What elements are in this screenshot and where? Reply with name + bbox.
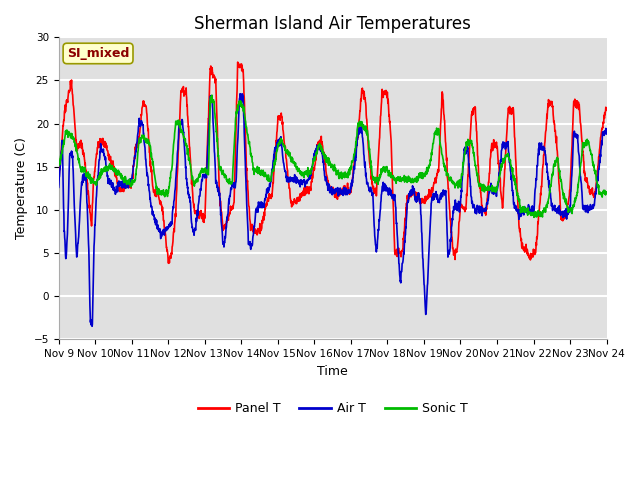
Panel T [164,261,172,266]
Sonic T [208,92,216,98]
Panel T [322,161,330,167]
Sonic T [55,163,63,168]
Sonic T [587,151,595,157]
Sonic T [603,189,611,195]
X-axis label: Time: Time [317,365,348,378]
Text: SI_mixed: SI_mixed [67,47,129,60]
Sonic T [530,215,538,220]
Panel T [588,191,595,196]
Air T [487,184,495,190]
Air T [588,205,595,211]
Air T [307,173,315,179]
Air T [603,131,611,137]
Air T [236,91,244,96]
Sonic T [588,151,595,156]
Line: Air T: Air T [59,94,607,326]
Panel T [307,180,315,186]
Sonic T [83,173,90,179]
Air T [83,190,90,196]
Legend: Panel T, Air T, Sonic T: Panel T, Air T, Sonic T [193,397,473,420]
Title: Sherman Island Air Temperatures: Sherman Island Air Temperatures [194,15,471,33]
Panel T [83,179,90,185]
Panel T [234,60,241,65]
Panel T [587,189,595,194]
Air T [88,324,96,329]
Panel T [55,177,63,183]
Air T [322,177,330,183]
Sonic T [486,185,494,191]
Air T [55,184,63,190]
Y-axis label: Temperature (C): Temperature (C) [15,137,28,239]
Sonic T [321,153,329,158]
Panel T [487,154,495,159]
Line: Panel T: Panel T [59,62,607,264]
Panel T [603,106,611,112]
Line: Sonic T: Sonic T [59,95,607,217]
Air T [587,204,595,209]
Sonic T [307,167,315,172]
